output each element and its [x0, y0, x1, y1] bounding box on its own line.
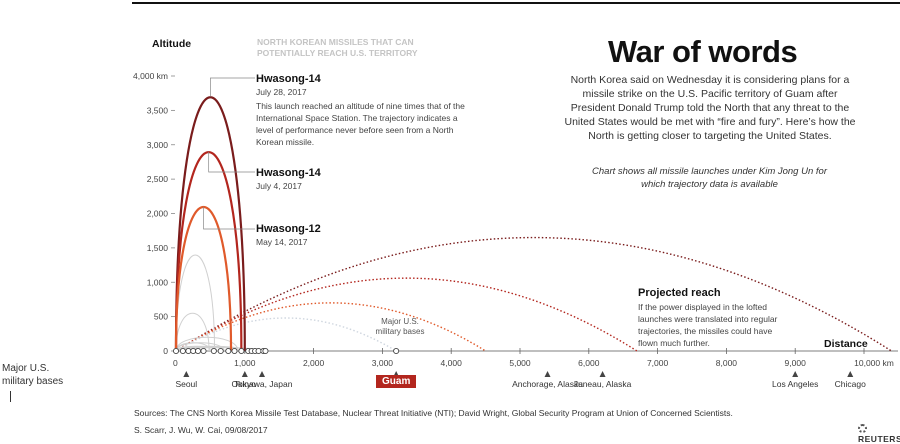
location-marker-icon — [792, 371, 799, 377]
location-label: Los Angeles — [772, 379, 818, 389]
location-label: Tokyo — [234, 379, 256, 389]
location-marker-icon — [183, 371, 190, 377]
projected-reach-annotation: Projected reach If the power displayed i… — [638, 287, 788, 349]
sources-text: Sources: The CNS North Korea Missile Tes… — [134, 408, 733, 418]
y-tick-label: 2,500 — [147, 174, 169, 184]
y-tick-label: 2,000 — [147, 209, 169, 219]
military-base-marker — [200, 347, 207, 355]
bases-legend-label: Major U.S. military bases — [2, 363, 64, 387]
y-axis-title: Altitude — [152, 38, 192, 50]
military-base-marker — [172, 347, 180, 355]
x-tick-label: 9,000 — [785, 358, 807, 368]
y-tick-label: 0 — [163, 346, 168, 356]
x-axis-title: Distance — [824, 338, 868, 350]
annotation-leader-line — [208, 151, 255, 173]
top-rule — [132, 2, 900, 4]
location-label: Okinawa, Japan — [232, 379, 293, 389]
chart-note: Chart shows all missile launches under K… — [592, 166, 827, 190]
annotation-leader-line — [210, 77, 255, 97]
military-base-marker — [238, 347, 245, 355]
military-base-marker — [179, 347, 186, 355]
military-base-marker — [393, 347, 400, 355]
y-tick-label: 500 — [154, 312, 168, 322]
location-label: Seoul — [175, 379, 197, 389]
location-marker-icon — [241, 371, 248, 377]
x-tick-label: 4,000 — [441, 358, 463, 368]
military-base-marker — [231, 347, 238, 355]
reuters-logo: REUTERS — [858, 424, 900, 444]
y-tick-label: 3,000 — [147, 140, 169, 150]
annotation-date: July 28, 2017 — [256, 87, 307, 97]
annotation-hwasong12: Hwasong-12 May 14, 2017 — [256, 223, 376, 247]
credit-text: S. Scarr, J. Wu, W. Cai, 09/08/2017 — [134, 425, 268, 435]
other-launch-trajectory — [175, 336, 239, 352]
annotation-hwasong14-jul28: Hwasong-14 July 28, 2017 This launch rea… — [256, 73, 471, 148]
projected-reach-arc — [175, 236, 892, 352]
projected-reach-arc — [175, 302, 486, 352]
x-tick-label: 6,000 — [578, 358, 600, 368]
x-tick-label: 0 — [173, 358, 178, 368]
location-label: Chicago — [835, 379, 866, 389]
annotation-leader-line — [203, 206, 255, 230]
military-base-marker — [210, 347, 217, 355]
location-label: Juneau, Alaska — [574, 379, 632, 389]
projected-reach-arc — [175, 317, 397, 352]
page-title: War of words — [608, 34, 798, 69]
brand-label: REUTERS — [858, 434, 900, 444]
reuters-icon — [858, 424, 867, 433]
intro-text: North Korea said on Wednesday it is cons… — [564, 74, 856, 142]
location-marker-icon — [599, 371, 606, 377]
x-tick-label: 2,000 — [303, 358, 325, 368]
location-marker-icon — [259, 371, 265, 377]
other-launch-trajectory — [175, 312, 210, 352]
projected-reach-title: Projected reach — [638, 287, 721, 299]
military-base-marker — [194, 347, 202, 355]
chart-subtitle: NORTH KOREAN MISSILES THAT CAN POTENTIAL… — [257, 37, 418, 58]
other-launch-trajectory — [175, 254, 216, 352]
x-tick-label: 7,000 — [647, 358, 669, 368]
projected-reach-description: If the power displayed in the lofted lau… — [638, 302, 778, 348]
location-marker-icon — [847, 371, 854, 377]
y-tick-label: 3,500 — [147, 105, 169, 115]
annotation-title: Hwasong-14 — [256, 73, 321, 85]
annotation-date: May 14, 2017 — [256, 237, 308, 247]
bases-legend-marker — [10, 391, 11, 402]
x-tick-label: 8,000 — [716, 358, 738, 368]
y-tick-label: 1,500 — [147, 243, 169, 253]
launch-trajectory — [174, 96, 246, 352]
x-tick-label: 5,000 — [509, 358, 531, 368]
annotation-hwasong14-jul4: Hwasong-14 July 4, 2017 — [256, 167, 376, 191]
x-tick-label: 1,000 — [234, 358, 256, 368]
projected-reach-arc — [175, 277, 638, 352]
bases-label-small: Major U.S. military bases — [375, 317, 425, 336]
location-label: Anchorage, Alaska — [512, 379, 583, 389]
x-tick-label: 10,000 km — [854, 358, 894, 368]
military-base-marker — [262, 347, 269, 355]
x-tick-label: 3,000 — [372, 358, 394, 368]
military-base-marker — [217, 347, 224, 355]
annotation-title: Hwasong-12 — [256, 223, 321, 235]
y-tick-label: 1,000 — [147, 277, 169, 287]
military-base-marker — [225, 347, 232, 355]
annotation-date: July 4, 2017 — [256, 181, 302, 191]
y-tick-label: 4,000 km — [133, 71, 168, 81]
location-marker-icon — [544, 371, 551, 377]
annotation-description: This launch reached an altitude of nine … — [256, 101, 465, 147]
annotation-title: Hwasong-14 — [256, 167, 321, 179]
guam-label: Guam — [376, 375, 417, 388]
